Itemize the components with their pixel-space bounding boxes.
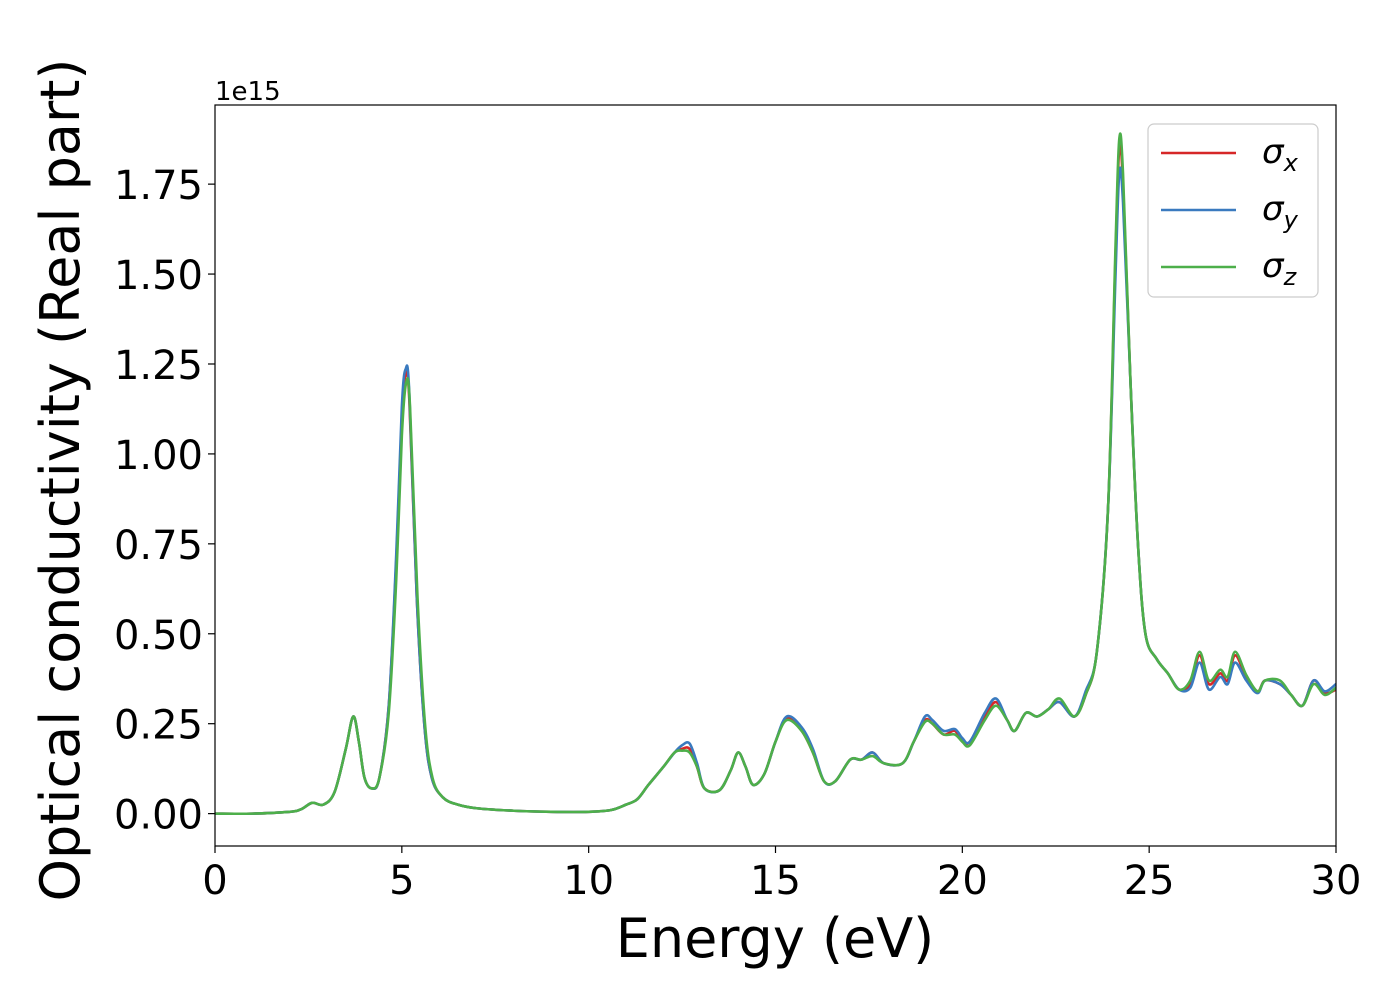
legend-label-symbol: σ bbox=[1262, 246, 1285, 286]
y-axis-offset-text: 1e15 bbox=[215, 77, 281, 107]
legend-label-x: σx bbox=[1262, 132, 1299, 177]
x-tick-label: 30 bbox=[1311, 858, 1362, 904]
y-tick-label: 0.25 bbox=[114, 703, 203, 749]
x-tick-label: 25 bbox=[1124, 858, 1175, 904]
y-tick-label: 0.75 bbox=[114, 523, 203, 569]
legend-label-subscript: x bbox=[1283, 149, 1299, 177]
legend-label-y: σy bbox=[1262, 189, 1299, 234]
legend-label-subscript: z bbox=[1283, 263, 1298, 291]
x-tick-label: 5 bbox=[389, 858, 414, 904]
x-axis: 0 5 10 15 20 25 30 bbox=[202, 846, 1361, 904]
series-line-z bbox=[215, 132, 1336, 816]
x-tick-label: 20 bbox=[937, 858, 988, 904]
y-axis-label: Optical conductivity (Real part) bbox=[29, 59, 92, 902]
y-tick-label: 1.50 bbox=[114, 253, 203, 299]
x-tick-label: 0 bbox=[202, 858, 227, 904]
x-axis-label: Energy (eV) bbox=[616, 907, 935, 970]
y-tick-label: 0.50 bbox=[114, 613, 203, 659]
x-tick-label: 10 bbox=[563, 858, 614, 904]
y-tick-label: 1.00 bbox=[114, 433, 203, 479]
series-layer bbox=[215, 132, 1336, 816]
y-tick-label: 1.75 bbox=[114, 163, 203, 209]
legend-label-subscript: y bbox=[1283, 206, 1299, 234]
y-tick-label: 1.25 bbox=[114, 343, 203, 389]
x-tick-label: 15 bbox=[750, 858, 801, 904]
legend-label-symbol: σ bbox=[1262, 132, 1285, 172]
plot-area bbox=[214, 104, 1337, 847]
y-tick-label: 0.00 bbox=[114, 793, 203, 839]
legend-label-z: σz bbox=[1262, 246, 1298, 291]
legend-label-symbol: σ bbox=[1262, 189, 1285, 229]
y-axis: 0.00 0.25 0.50 0.75 1.00 1.25 1.50 1.75 bbox=[114, 163, 215, 839]
